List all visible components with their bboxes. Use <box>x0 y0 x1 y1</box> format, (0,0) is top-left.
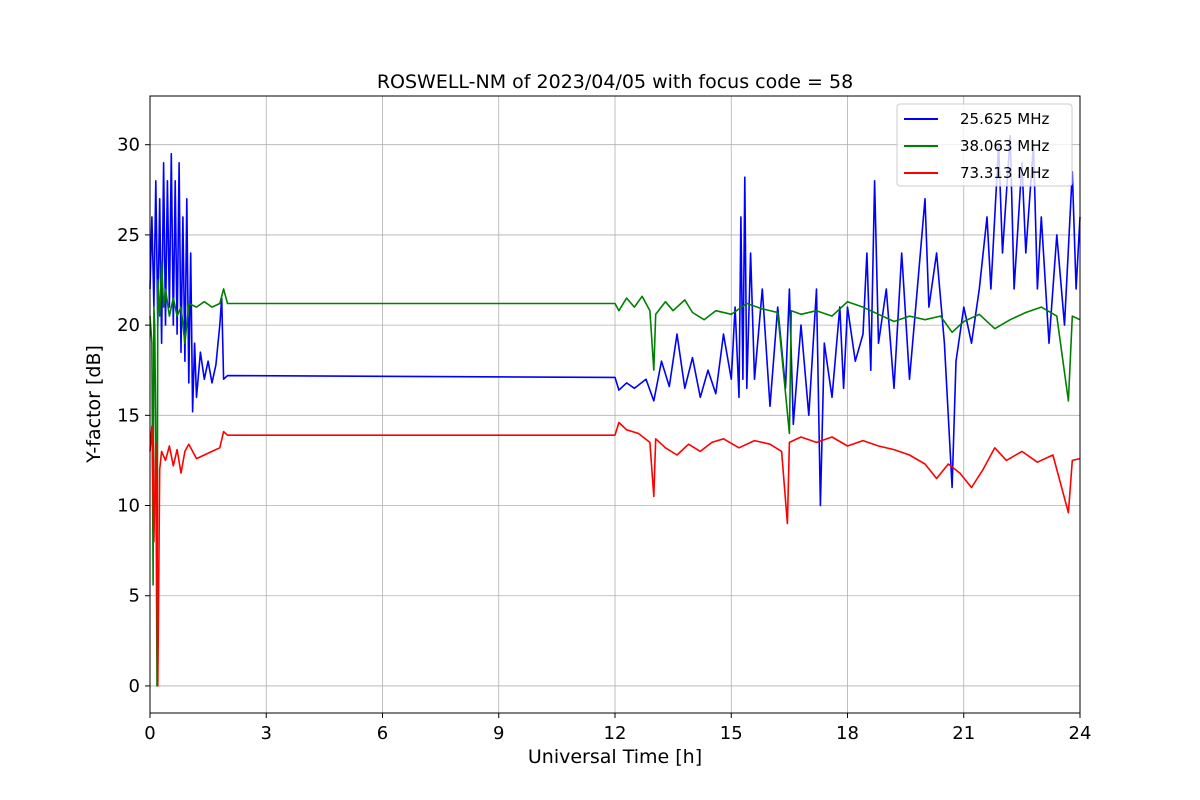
chart-title: ROSWELL-NM of 2023/04/05 with focus code… <box>377 71 853 93</box>
x-tick-label: 6 <box>377 723 388 744</box>
y-tick-label: 25 <box>117 225 140 246</box>
legend-label: 73.313 MHz <box>960 164 1049 182</box>
series-line-2 <box>149 261 1081 687</box>
x-axis-label: Universal Time [h] <box>528 746 702 768</box>
grid <box>149 96 1081 713</box>
x-tick-label: 0 <box>144 723 155 744</box>
legend-box <box>896 103 1073 187</box>
y-tick-label: 15 <box>117 405 140 426</box>
legend-label: 38.063 MHz <box>960 137 1049 155</box>
y-tick-label: 20 <box>117 315 140 336</box>
x-tick-label: 21 <box>952 723 975 744</box>
legend-items: 25.625 MHz 38.063 MHz 73.313 MHz <box>904 110 1049 182</box>
y-tick-label: 10 <box>117 496 140 517</box>
y-axis-label: Y-factor [dB] <box>83 345 105 464</box>
y-tick-label: 0 <box>129 676 140 697</box>
x-tick-label: 24 <box>1069 723 1092 744</box>
x-tick-label: 9 <box>493 723 504 744</box>
y-tick-label: 5 <box>129 586 140 607</box>
x-tick-label: 15 <box>720 723 743 744</box>
x-tick-label: 3 <box>261 723 272 744</box>
y-tick-label: 30 <box>117 135 140 156</box>
series-layer <box>149 134 1081 687</box>
series-line-3 <box>149 421 1081 687</box>
plot-frame <box>149 95 1081 714</box>
legend: 25.625 MHz 38.063 MHz 73.313 MHz <box>896 103 1073 187</box>
x-tick-label: 12 <box>604 723 627 744</box>
axis-ticks: 0 3 6 9 12 15 18 21 24 0 5 10 15 20 25 30 <box>117 135 1091 744</box>
legend-label: 25.625 MHz <box>960 110 1049 128</box>
x-tick-label: 18 <box>836 723 859 744</box>
